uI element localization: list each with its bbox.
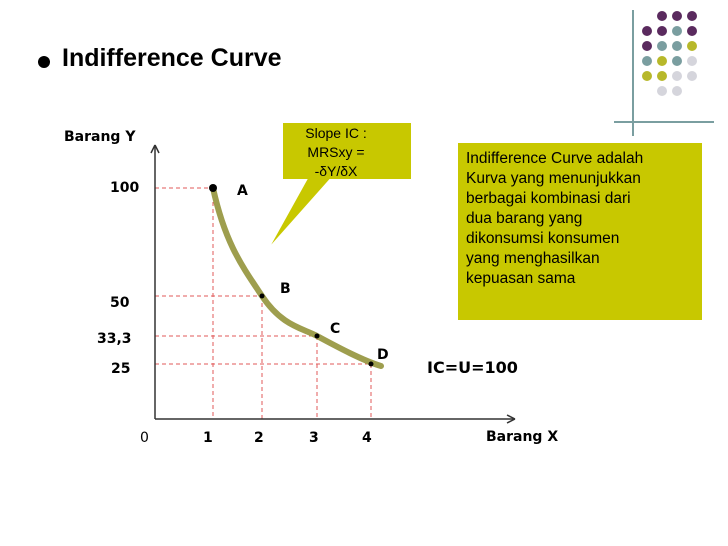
y-tick-label: 25 (111, 361, 131, 377)
point-c-marker (314, 333, 320, 339)
definition-box: Indifference Curve adalah Kurva yang men… (458, 143, 702, 320)
point-d-marker (368, 361, 374, 367)
bullet-icon (38, 56, 50, 68)
definition-line: kepuasan sama (466, 270, 576, 287)
decorative-dot (687, 26, 697, 36)
x-tick-label: 2 (254, 430, 264, 446)
decorative-dot (672, 56, 682, 66)
decorative-dot (657, 11, 667, 21)
decorative-dot (642, 41, 652, 51)
point-b-marker (259, 293, 265, 299)
definition-line: dikonsumsi konsumen (466, 230, 620, 247)
callout-line: -δY/δX (314, 163, 358, 179)
y-tick-label: 50 (110, 295, 130, 311)
curve-label: IC=U=100 (427, 358, 518, 377)
slope-callout: Slope IC : MRSxy = -δY/δX (282, 124, 390, 181)
decorative-dot (642, 26, 652, 36)
guide-lines (155, 187, 372, 419)
decorative-dot (687, 71, 697, 81)
decorative-dot (672, 11, 682, 21)
point-d-label: D (377, 347, 389, 363)
slide-title: Indifference Curve (62, 44, 282, 72)
decorative-dot (657, 71, 667, 81)
decorative-dot (687, 41, 697, 51)
x-axis-label: Barang X (486, 429, 559, 445)
point-a-marker (209, 184, 217, 192)
x-tick-label: 3 (309, 430, 319, 446)
decorative-dot (642, 56, 652, 66)
horizontal-accent-line (614, 121, 714, 123)
x-tick-label: 1 (203, 430, 213, 446)
point-b-label: B (280, 281, 291, 297)
y-axis-arrow (150, 144, 160, 154)
decorative-dot (657, 56, 667, 66)
y-axis-label: Barang Y (64, 129, 136, 145)
x-axis-arrow (506, 414, 516, 424)
y-tick-label: 33,3 (97, 331, 132, 347)
curve-points: A B C D (209, 183, 389, 367)
x-tick-label: 4 (362, 430, 372, 446)
decorative-dot (657, 26, 667, 36)
decorative-dot (657, 86, 667, 96)
callout-balloon (265, 121, 413, 253)
decorative-dot (672, 41, 682, 51)
y-tick-label: 100 (110, 180, 140, 196)
decorative-dot (657, 41, 667, 51)
vertical-accent-line (632, 10, 634, 136)
definition-line: berbagai kombinasi dari (466, 190, 631, 207)
decorative-dot (672, 71, 682, 81)
callout-line: Slope IC : (305, 125, 367, 141)
decorative-dot (642, 71, 652, 81)
definition-line: yang menghasilkan (466, 250, 600, 267)
decorative-dot (687, 11, 697, 21)
definition-line: Indifference Curve adalah (466, 150, 644, 167)
indifference-curve (210, 185, 384, 369)
decorative-dot (672, 26, 682, 36)
definition-line: Kurva yang menunjukkan (466, 170, 641, 187)
definition-line: dua barang yang (466, 210, 583, 227)
decorative-dot (687, 56, 697, 66)
x-tick-label: 0 (140, 430, 149, 446)
decorative-dot (672, 86, 682, 96)
callout-line: MRSxy = (307, 144, 365, 160)
point-a-label: A (237, 183, 248, 199)
point-c-label: C (330, 321, 340, 337)
